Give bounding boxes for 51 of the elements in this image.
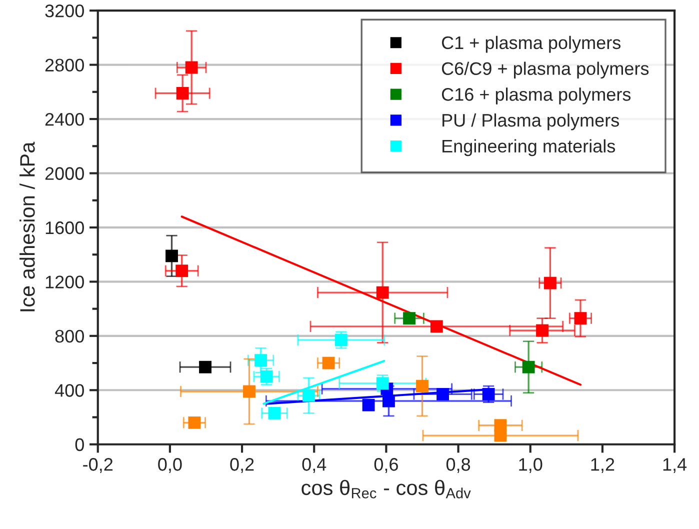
point (199, 360, 212, 374)
point (522, 360, 535, 374)
x-tick-label: 0,6 (374, 458, 398, 473)
y-tick-label: 2400 (45, 112, 84, 126)
x-tick-label: 0,8 (446, 458, 470, 473)
point (382, 394, 395, 408)
point (416, 380, 428, 392)
point (544, 276, 556, 290)
point (260, 370, 273, 383)
point (188, 416, 201, 429)
point (494, 429, 507, 442)
y-tick-label: 2000 (45, 167, 84, 180)
x-tick-label: 0,0 (158, 458, 182, 473)
point (243, 385, 256, 398)
x-tick-label: 1,4 (663, 458, 687, 473)
point (302, 389, 315, 402)
legend-label: C1 + plasma polymers (442, 36, 621, 53)
point (185, 61, 198, 74)
y-tick-label: 0 (75, 438, 84, 452)
legend-label: C6/C9 + plasma polymers (442, 62, 649, 79)
y-tick-label: 2800 (45, 58, 84, 72)
point (254, 354, 267, 367)
x-tick-label: -0,2 (83, 458, 113, 473)
point (436, 388, 449, 400)
legend-label: C16 + plasma polymers (442, 88, 631, 104)
y-tick-label: 1600 (46, 221, 84, 234)
point (362, 398, 375, 412)
point (176, 87, 189, 100)
point (376, 286, 389, 299)
x-tick-label: 0,2 (230, 458, 254, 473)
point (574, 312, 587, 325)
legend-label: PU / Plasma polymers (442, 113, 619, 130)
point (403, 312, 416, 325)
point (536, 324, 548, 337)
x-tick-label: 0,4 (302, 458, 326, 473)
x-axis-title: cos θ$_{Rec}$ - cos θ$_{Adv}$ (302, 480, 471, 498)
y-tick-label: 800 (55, 330, 84, 343)
legend-label: Engineering materials (442, 139, 616, 156)
y-axis-title: Ice adhesion / kPa (20, 142, 35, 312)
point (176, 264, 188, 278)
point (430, 320, 443, 333)
x-tick-label: 1,0 (519, 458, 542, 473)
y-tick-label: 400 (54, 384, 84, 397)
point (334, 334, 348, 346)
x-tick-label: 1,2 (591, 458, 614, 473)
point (166, 250, 178, 262)
y-tick-label: 1200 (46, 276, 84, 288)
point (376, 377, 389, 390)
y-tick-label: 3200 (45, 4, 84, 18)
point (322, 356, 335, 370)
point (268, 406, 281, 420)
